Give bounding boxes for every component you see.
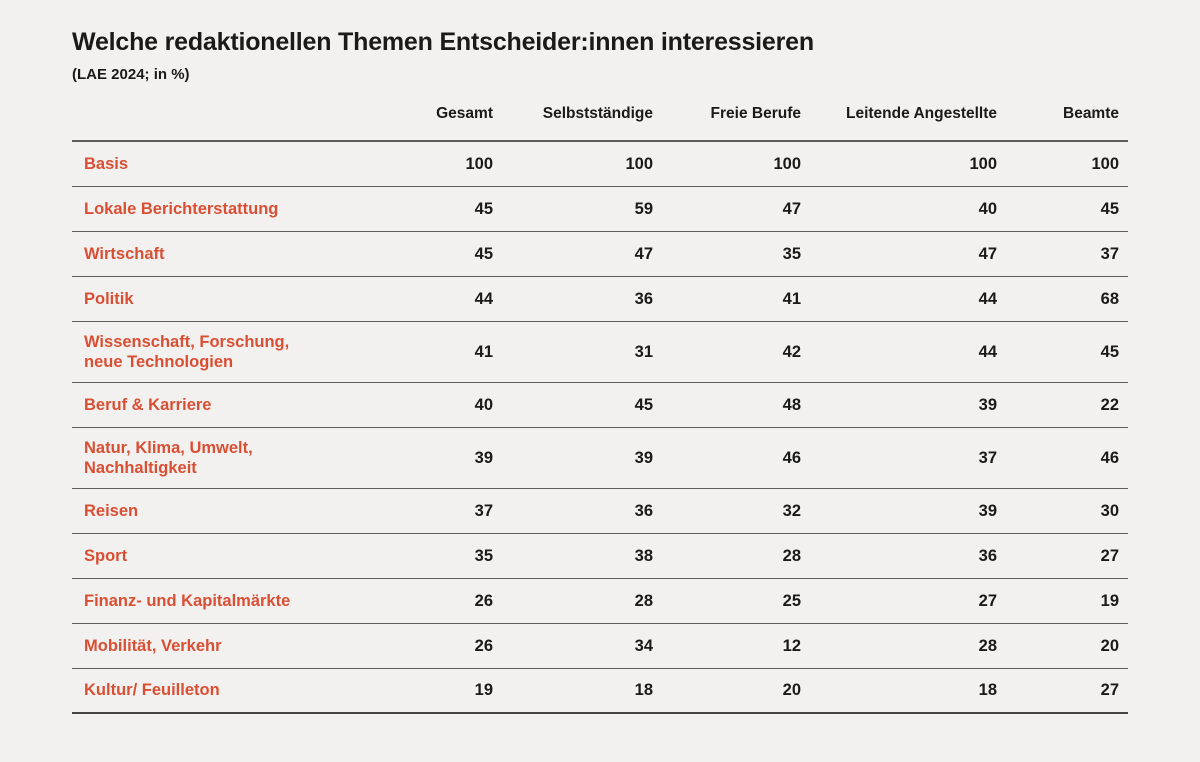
- row-label: Kultur/ Feuilleton: [84, 681, 220, 700]
- value-cell: 44: [474, 289, 493, 308]
- value-cell: 59: [634, 199, 653, 218]
- value-cell: 100: [773, 154, 801, 173]
- row-label: Beruf & Karriere: [84, 395, 212, 414]
- row-label: Wissenschaft, Forschung, neue Technologi…: [84, 332, 290, 371]
- value-cell: 46: [782, 448, 801, 467]
- value-cell: 27: [1100, 681, 1119, 699]
- topics-table: Gesamt Selbstständige Freie Berufe Leitende…: [72, 85, 1128, 714]
- value-cell: 37: [978, 448, 997, 467]
- value-cell: 37: [1100, 244, 1119, 263]
- value-cell: 35: [474, 546, 493, 565]
- row-label: Lokale Berichterstattung: [84, 199, 279, 218]
- value-cell: 28: [978, 636, 997, 655]
- page-title: Welche redaktionellen Themen Entscheider…: [72, 28, 814, 56]
- value-cell: 41: [474, 342, 493, 361]
- value-cell: 45: [1100, 199, 1119, 218]
- value-cell: 26: [474, 591, 493, 610]
- value-cell: 45: [634, 395, 653, 414]
- row-label: Politik: [84, 289, 134, 308]
- value-cell: 37: [474, 501, 493, 520]
- value-cell: 27: [1100, 546, 1119, 565]
- value-cell: 32: [782, 501, 801, 520]
- row-label: Wirtschaft: [84, 244, 165, 263]
- value-cell: 26: [474, 636, 493, 655]
- page-subtitle: (LAE 2024; in %): [72, 66, 190, 83]
- value-cell: 40: [978, 199, 997, 218]
- value-cell: 35: [782, 244, 801, 263]
- table-row: Finanz- und Kapitalmärkte 26 28 25 27 19: [72, 579, 1128, 624]
- value-cell: 41: [782, 289, 801, 308]
- value-cell: 25: [782, 591, 801, 610]
- value-cell: 48: [782, 395, 801, 414]
- value-cell: 100: [1091, 154, 1119, 173]
- value-cell: 100: [625, 154, 653, 173]
- value-cell: 31: [634, 342, 653, 361]
- table-row: Sport 35 38 28 36 27: [72, 534, 1128, 579]
- table-row: Basis 100 100 100 100 100: [72, 142, 1128, 187]
- value-cell: 100: [969, 154, 997, 173]
- value-cell: 45: [474, 244, 493, 263]
- value-cell: 47: [634, 244, 653, 263]
- value-cell: 39: [474, 448, 493, 467]
- value-cell: 28: [634, 591, 653, 610]
- value-cell: 46: [1100, 448, 1119, 467]
- value-cell: 18: [634, 681, 653, 699]
- value-cell: 36: [978, 546, 997, 565]
- value-cell: 18: [978, 681, 997, 699]
- value-cell: 36: [634, 289, 653, 308]
- value-cell: 42: [782, 342, 801, 361]
- column-header: Leitende Angestellte: [845, 105, 997, 122]
- value-cell: 45: [1100, 342, 1119, 361]
- table-row: Lokale Berichterstattung 45 59 47 40 45: [72, 187, 1128, 232]
- value-cell: 30: [1100, 501, 1119, 520]
- value-cell: 39: [978, 395, 997, 414]
- value-cell: 27: [978, 591, 997, 610]
- value-cell: 12: [782, 636, 801, 655]
- value-cell: 39: [634, 448, 653, 467]
- value-cell: 19: [474, 681, 493, 699]
- value-cell: 20: [1100, 636, 1119, 655]
- table-row: Reisen 37 36 32 39 30: [72, 489, 1128, 534]
- row-label: Sport: [84, 546, 128, 565]
- column-header: Gesamt: [436, 105, 493, 122]
- row-label: Basis: [84, 154, 129, 173]
- value-cell: 36: [634, 501, 653, 520]
- value-cell: 39: [978, 501, 997, 520]
- value-cell: 28: [782, 546, 801, 565]
- value-cell: 47: [978, 244, 997, 263]
- row-label: Natur, Klima, Umwelt, Nachhaltigkeit: [84, 438, 253, 477]
- value-cell: 47: [782, 199, 801, 218]
- table-body: Basis 100 100 100 100 100 Lokale Berichterstat…: [72, 142, 1128, 714]
- table-row: Wirtschaft 45 47 35 47 37: [72, 232, 1128, 277]
- value-cell: 20: [782, 681, 801, 699]
- table-row: Natur, Klima, Umwelt, Nachhaltigkeit 39 39…: [72, 428, 1128, 489]
- table-row: Beruf & Karriere 40 45 48 39 22: [72, 383, 1128, 428]
- value-cell: 22: [1100, 395, 1119, 414]
- value-cell: 19: [1100, 591, 1119, 610]
- value-cell: 100: [465, 154, 493, 173]
- value-cell: 44: [978, 342, 997, 361]
- value-cell: 45: [474, 199, 493, 218]
- table-row: Wissenschaft, Forschung, neue Technologi…: [72, 322, 1128, 383]
- column-header: Freie Berufe: [710, 105, 801, 122]
- table-row: Kultur/ Feuilleton 19 18 20 18 27: [72, 669, 1128, 714]
- table-row: Mobilität, Verkehr 26 34 12 28 20: [72, 624, 1128, 669]
- row-label: Finanz- und Kapitalmärkte: [84, 591, 291, 610]
- column-header: Selbstständige: [542, 105, 653, 122]
- value-cell: 44: [978, 289, 997, 308]
- value-cell: 40: [474, 395, 493, 414]
- table-row: Politik 44 36 41 44 68: [72, 277, 1128, 322]
- table-header-row: Gesamt Selbstständige Freie Berufe Leitende…: [72, 85, 1128, 142]
- value-cell: 68: [1100, 289, 1119, 308]
- value-cell: 38: [634, 546, 653, 565]
- value-cell: 34: [634, 636, 653, 655]
- row-label: Reisen: [84, 501, 139, 520]
- column-header: Beamte: [1063, 105, 1119, 122]
- row-label: Mobilität, Verkehr: [84, 636, 222, 655]
